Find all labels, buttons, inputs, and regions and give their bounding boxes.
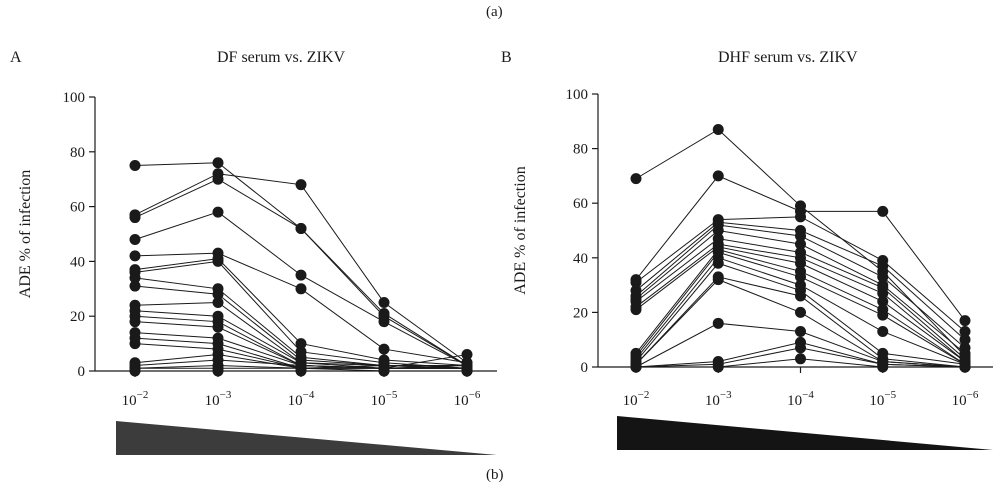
x-tick-label: 10−4 — [288, 389, 315, 409]
data-point — [712, 225, 724, 236]
data-point — [712, 170, 724, 182]
data-point — [795, 211, 806, 223]
data-point — [212, 365, 224, 377]
data-point — [959, 334, 971, 346]
data-point — [712, 257, 724, 269]
y-tick-label: 0 — [581, 360, 589, 376]
data-point — [212, 321, 224, 333]
panel-title-a: DF serum vs. ZIKV — [217, 49, 345, 66]
y-tick-label: 40 — [70, 254, 85, 270]
y-tick-label: 40 — [573, 251, 588, 267]
y-tick-label: 20 — [70, 309, 85, 325]
data-point — [129, 272, 141, 284]
y-tick-label: 60 — [70, 200, 85, 216]
data-point — [295, 283, 307, 295]
data-point — [378, 316, 390, 328]
data-point — [877, 361, 889, 373]
data-point — [295, 338, 307, 350]
data-point — [212, 297, 224, 308]
x-tick-label: 10−5 — [371, 389, 398, 409]
data-point — [712, 123, 724, 135]
data-point — [959, 315, 971, 327]
data-point — [129, 316, 141, 328]
y-tick-label: 100 — [566, 87, 589, 103]
data-point — [212, 255, 224, 267]
data-point — [461, 349, 473, 361]
data-point — [795, 290, 806, 302]
data-point — [712, 317, 724, 329]
data-point — [129, 365, 141, 377]
data-point — [129, 338, 141, 350]
data-point — [378, 297, 390, 308]
x-tick-label: 10−3 — [205, 389, 232, 409]
data-point — [795, 238, 806, 250]
x-tick-label: 10−4 — [787, 389, 814, 409]
data-point — [212, 173, 224, 185]
data-point — [295, 365, 307, 377]
data-point — [295, 269, 307, 281]
figure-label-b: (b) — [486, 467, 504, 483]
figure-label-a: (a) — [486, 4, 503, 20]
dilution-wedge — [617, 416, 993, 450]
data-point — [212, 288, 224, 300]
data-point — [877, 287, 889, 299]
data-point — [877, 309, 889, 321]
x-tick-label: 10−2 — [623, 389, 650, 409]
y-axis-label: ADE % of infection — [512, 166, 529, 294]
data-point — [212, 206, 224, 218]
y-tick-label: 60 — [573, 196, 588, 212]
data-point — [877, 271, 889, 283]
panel-letter-a: A — [10, 49, 22, 66]
data-point — [129, 250, 141, 262]
data-point — [795, 271, 806, 283]
data-point — [630, 173, 642, 185]
panel-title-b: DHF serum vs. ZIKV — [718, 49, 858, 66]
data-point — [877, 326, 889, 338]
data-point — [630, 304, 642, 316]
data-point — [959, 361, 971, 373]
y-axis-label: ADE % of infection — [17, 170, 34, 298]
y-tick-label: 20 — [573, 305, 588, 321]
data-point — [630, 276, 642, 288]
data-point — [959, 326, 971, 338]
x-tick-label: 10−6 — [454, 389, 481, 409]
data-point — [295, 179, 307, 191]
data-point — [712, 274, 724, 286]
data-point — [129, 280, 141, 292]
data-point — [378, 343, 390, 355]
data-point — [378, 307, 390, 319]
x-tick-label: 10−6 — [952, 389, 979, 409]
x-tick-label: 10−3 — [705, 389, 732, 409]
y-tick-label: 0 — [78, 364, 86, 380]
data-point — [212, 157, 224, 169]
x-tick-label: 10−5 — [869, 389, 896, 409]
data-point — [795, 257, 806, 269]
data-point — [129, 160, 141, 171]
y-tick-label: 80 — [573, 142, 588, 158]
y-tick-label: 80 — [70, 145, 85, 161]
data-point — [795, 306, 806, 318]
data-point — [129, 233, 141, 245]
data-point — [461, 365, 473, 377]
data-point — [795, 230, 806, 242]
panel-letter-b: B — [501, 49, 512, 66]
data-point — [795, 342, 806, 354]
data-point — [129, 212, 141, 224]
data-point — [630, 361, 642, 373]
data-point — [712, 361, 724, 373]
data-point — [795, 353, 806, 365]
dilution-wedge — [116, 421, 497, 455]
data-point — [877, 205, 889, 217]
y-tick-label: 100 — [63, 90, 86, 106]
data-point — [795, 326, 806, 338]
data-point — [877, 260, 889, 272]
data-point — [378, 365, 390, 377]
data-point — [295, 223, 307, 235]
data-point — [877, 295, 889, 307]
x-tick-label: 10−2 — [122, 389, 149, 409]
